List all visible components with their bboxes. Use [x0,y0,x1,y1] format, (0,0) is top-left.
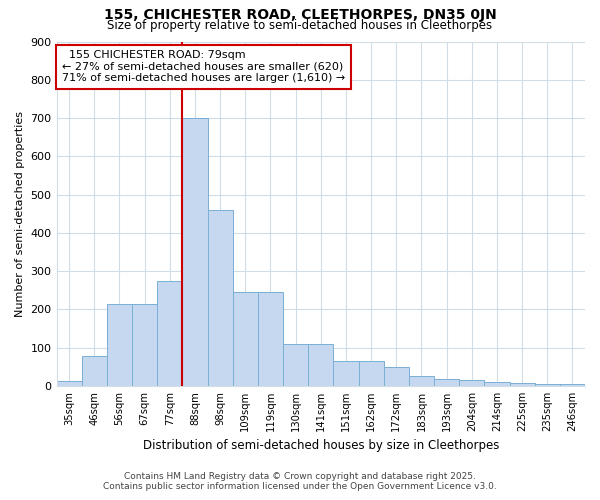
Bar [258,292,283,386]
Y-axis label: Number of semi-detached properties: Number of semi-detached properties [15,110,25,316]
Bar [157,280,182,386]
Bar [535,384,560,386]
Bar [359,361,383,386]
Bar [132,304,157,386]
Text: 155, CHICHESTER ROAD, CLEETHORPES, DN35 0JN: 155, CHICHESTER ROAD, CLEETHORPES, DN35 … [104,8,496,22]
Text: 155 CHICHESTER ROAD: 79sqm
← 27% of semi-detached houses are smaller (620)
71% o: 155 CHICHESTER ROAD: 79sqm ← 27% of semi… [62,50,345,84]
Bar [308,344,334,386]
Bar [107,304,132,386]
Bar [560,384,585,386]
Bar [334,361,359,386]
Bar [383,367,409,386]
Text: Size of property relative to semi-detached houses in Cleethorpes: Size of property relative to semi-detach… [107,19,493,32]
X-axis label: Distribution of semi-detached houses by size in Cleethorpes: Distribution of semi-detached houses by … [143,440,499,452]
Text: Contains HM Land Registry data © Crown copyright and database right 2025.
Contai: Contains HM Land Registry data © Crown c… [103,472,497,491]
Bar [182,118,208,386]
Bar [434,380,459,386]
Bar [459,380,484,386]
Bar [484,382,509,386]
Bar [283,344,308,386]
Bar [56,381,82,386]
Bar [409,376,434,386]
Bar [233,292,258,386]
Bar [208,210,233,386]
Bar [82,356,107,386]
Bar [509,383,535,386]
